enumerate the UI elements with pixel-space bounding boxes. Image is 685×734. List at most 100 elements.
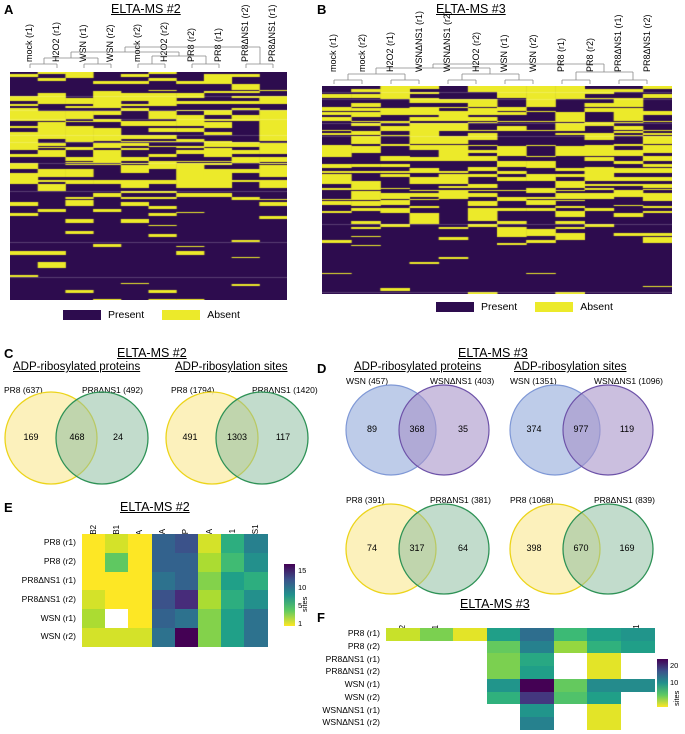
heatmap-cell bbox=[174, 552, 199, 573]
panel-c-sites-subtitle: ADP-ribosylation sites bbox=[175, 361, 288, 373]
heatmap-cell bbox=[486, 653, 521, 667]
heatmap-cell bbox=[151, 534, 176, 554]
heatmap-cell bbox=[82, 628, 106, 648]
heatmap-cell bbox=[520, 678, 554, 692]
heatmap-cell bbox=[105, 590, 129, 610]
heatmap-cell bbox=[105, 552, 129, 573]
venn-c2-overlap: 1303 bbox=[226, 432, 248, 442]
heatmap-cell bbox=[386, 653, 420, 667]
heatmap-cell bbox=[105, 609, 129, 629]
heatmap-cell bbox=[221, 590, 245, 610]
venn-d4-right-label: PR8ΔNS1 (839) bbox=[594, 495, 655, 505]
row-label: PR8 (r1) bbox=[347, 628, 380, 639]
panel-label-e: E bbox=[4, 500, 13, 515]
row-label: PR8ΔNS1 (r1) bbox=[325, 653, 380, 664]
colorbar-e-tick: 15 bbox=[298, 566, 307, 575]
heatmap-cell bbox=[587, 628, 621, 642]
heatmap-cell bbox=[128, 552, 153, 573]
heatmap-cell bbox=[82, 534, 106, 554]
heatmap-cell bbox=[174, 609, 199, 629]
heatmap-cell bbox=[587, 704, 621, 718]
venn-d1-only-right: 35 bbox=[457, 424, 468, 434]
heatmap-cell bbox=[520, 691, 554, 705]
heatmap-cell bbox=[82, 571, 106, 591]
row-label: PR8ΔNS1 (r2) bbox=[21, 593, 76, 604]
heatmap-cell bbox=[553, 704, 588, 718]
heatmap-cell bbox=[151, 628, 176, 648]
heatmap-cell bbox=[453, 628, 487, 642]
heatmap-cell bbox=[221, 628, 245, 648]
heatmap-cell bbox=[151, 552, 176, 573]
absent-swatch bbox=[162, 310, 201, 320]
row-label: WSNΔNS1 (r1) bbox=[322, 704, 380, 715]
heatmap-cell bbox=[105, 534, 129, 554]
panel-label-c: C bbox=[4, 346, 14, 361]
heatmap-cell bbox=[82, 552, 106, 573]
heatmap-cell bbox=[221, 571, 245, 591]
row-label: PR8ΔNS1 (r1) bbox=[21, 575, 76, 585]
venn-d2-overlap: 977 bbox=[573, 424, 589, 434]
panel-label-b: B bbox=[317, 2, 327, 17]
heatmap-cell bbox=[198, 590, 222, 610]
heatmap-cell bbox=[453, 704, 487, 718]
row-label: PR8 (r2) bbox=[43, 556, 76, 567]
venn-c1-right-circle bbox=[55, 391, 149, 485]
venn-d4-left-label: PR8 (1068) bbox=[510, 495, 554, 505]
venn-d1-only-left: 89 bbox=[366, 424, 377, 434]
heatmap-cell bbox=[553, 628, 588, 642]
heatmap-cell bbox=[587, 716, 621, 731]
heatmap-cell bbox=[174, 534, 199, 554]
panel-d-proteins-subtitle: ADP-ribosylated proteins bbox=[354, 361, 482, 373]
heatmap-cell bbox=[587, 653, 621, 667]
heatmap-cell bbox=[386, 678, 420, 692]
venn-d3-right-label: PR8ΔNS1 (381) bbox=[430, 495, 491, 505]
panel-c-proteins-subtitle: ADP-ribosylated proteins bbox=[13, 361, 141, 373]
heatmap-cell bbox=[553, 716, 588, 731]
heatmap-cell bbox=[486, 691, 521, 705]
venn-d1-right-label: WSNΔNS1 (403) bbox=[430, 376, 495, 386]
legend-present-label: Present bbox=[481, 301, 518, 313]
heatmap-cell bbox=[244, 552, 269, 573]
heatmap-cell bbox=[128, 534, 153, 554]
colorbar-f-tick: 10 bbox=[670, 678, 679, 687]
heatmap-cell bbox=[520, 653, 554, 667]
venn-d4-only-right: 169 bbox=[619, 543, 635, 553]
panel-b-legend: Present Absent bbox=[436, 301, 613, 313]
heatmap-cell bbox=[244, 534, 269, 554]
row-label: PR8 (r1) bbox=[43, 537, 76, 548]
heatmap-cell bbox=[419, 628, 454, 642]
venn-d1-left-label: WSN (457) bbox=[346, 376, 389, 386]
colorbar-e-tick: 5 bbox=[298, 601, 303, 610]
venn-d2-only-right: 119 bbox=[619, 424, 635, 434]
colorbar-e-label: sites bbox=[300, 596, 309, 612]
heatmap-cell bbox=[486, 640, 521, 654]
venn-d1-right-circle bbox=[398, 384, 490, 476]
venn-c2-only-right: 117 bbox=[275, 432, 291, 442]
panel-b-title: ELTA-MS #3 bbox=[436, 2, 506, 16]
venn-c2-right-label: PR8ΔNS1 (1420) bbox=[252, 385, 318, 395]
heatmap-cell bbox=[386, 628, 420, 642]
venn-d3-left-label: PR8 (391) bbox=[346, 495, 385, 505]
heatmap-cell bbox=[520, 704, 554, 718]
heatmap-cell bbox=[386, 716, 420, 731]
heatmap-cell bbox=[82, 590, 106, 610]
row-label: PR8ΔNS1 (r2) bbox=[325, 666, 380, 677]
heatmap-cell bbox=[419, 716, 454, 731]
venn-c2-right-circle bbox=[215, 391, 309, 485]
panel-f-title: ELTA-MS #3 bbox=[460, 597, 530, 611]
row-label: WSN (r2) bbox=[344, 691, 380, 702]
heatmap-cell bbox=[244, 609, 269, 629]
heatmap-cell bbox=[419, 640, 454, 654]
venn-c1-overlap: 468 bbox=[69, 432, 85, 442]
heatmap-cell bbox=[486, 704, 521, 718]
legend-absent-label: Absent bbox=[580, 301, 613, 313]
row-label: WSN (r1) bbox=[344, 679, 380, 690]
row-label: WSN (r1) bbox=[40, 612, 76, 623]
panel-a-title: ELTA-MS #2 bbox=[111, 2, 181, 16]
heatmap-cell bbox=[128, 590, 153, 610]
heatmap-cell bbox=[105, 571, 129, 591]
heatmap-cell bbox=[174, 590, 199, 610]
present-swatch bbox=[63, 310, 101, 320]
venn-d1-overlap: 368 bbox=[409, 424, 425, 434]
